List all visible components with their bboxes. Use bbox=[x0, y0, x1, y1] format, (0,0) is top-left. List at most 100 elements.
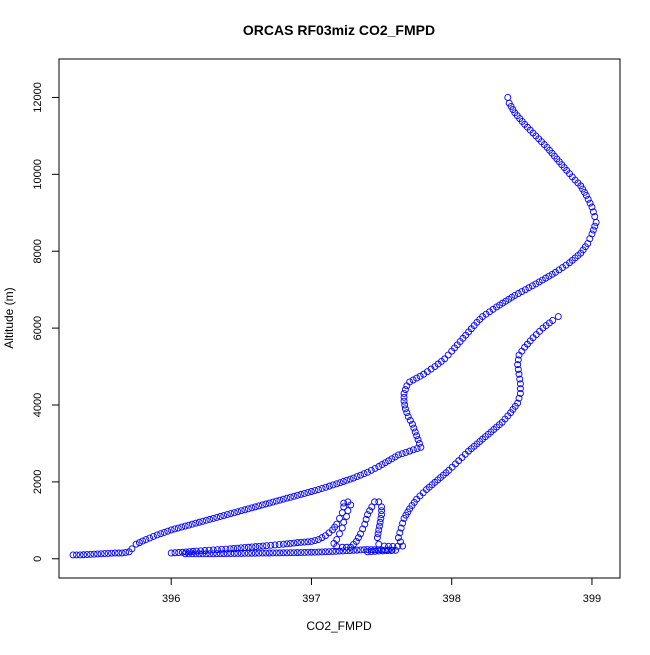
data-point bbox=[413, 374, 421, 382]
data-point bbox=[206, 515, 214, 523]
data-point bbox=[516, 375, 524, 383]
data-point bbox=[371, 464, 379, 472]
data-point bbox=[562, 261, 570, 269]
data-point bbox=[286, 493, 294, 501]
data-point bbox=[218, 545, 226, 553]
data-point bbox=[486, 308, 494, 316]
data-point bbox=[171, 549, 179, 557]
data-point bbox=[255, 542, 263, 550]
data-point bbox=[164, 527, 172, 535]
data-point bbox=[364, 546, 371, 554]
data-point bbox=[308, 548, 315, 556]
data-point bbox=[195, 550, 203, 558]
data-point bbox=[404, 413, 412, 420]
data-point bbox=[195, 518, 203, 526]
data-point bbox=[115, 549, 123, 557]
data-point bbox=[402, 448, 410, 456]
data-point bbox=[376, 518, 384, 526]
data-point bbox=[482, 310, 490, 318]
data-point bbox=[248, 504, 256, 512]
data-point bbox=[255, 549, 263, 557]
data-point bbox=[357, 471, 364, 479]
data-point bbox=[336, 479, 344, 487]
data-point bbox=[199, 550, 207, 558]
data-point bbox=[336, 514, 343, 522]
data-point bbox=[401, 405, 409, 413]
data-point bbox=[375, 463, 383, 470]
data-point bbox=[353, 546, 361, 554]
data-point bbox=[271, 541, 279, 549]
data-point bbox=[276, 496, 284, 504]
y-axis: 0 2000 4000 6000 8000 10000 12000 bbox=[32, 82, 60, 562]
data-point bbox=[216, 513, 224, 520]
data-point bbox=[329, 481, 337, 489]
data-point bbox=[493, 303, 501, 311]
y-tick-label: 2000 bbox=[32, 470, 44, 494]
data-point bbox=[157, 530, 165, 538]
data-point bbox=[339, 547, 347, 555]
data-point bbox=[444, 351, 452, 359]
data-point bbox=[104, 549, 112, 557]
data-point bbox=[269, 549, 277, 557]
data-point bbox=[276, 549, 284, 557]
data-point bbox=[588, 203, 596, 211]
data-point bbox=[304, 489, 312, 496]
data-point bbox=[171, 525, 179, 533]
data-point bbox=[311, 548, 319, 556]
data-point bbox=[290, 539, 298, 547]
data-point bbox=[378, 511, 386, 519]
data-point bbox=[584, 195, 592, 203]
data-point bbox=[311, 537, 319, 544]
data-point bbox=[222, 545, 230, 553]
data-point bbox=[589, 226, 597, 234]
data-point bbox=[406, 416, 414, 424]
data-point bbox=[290, 549, 298, 557]
data-point bbox=[267, 541, 275, 549]
data-point bbox=[401, 386, 409, 394]
data-point bbox=[227, 550, 235, 557]
data-point bbox=[244, 505, 252, 513]
data-point bbox=[300, 489, 308, 497]
data-point bbox=[417, 443, 425, 451]
data-point bbox=[293, 491, 301, 499]
data-point bbox=[521, 286, 529, 294]
data-point bbox=[146, 534, 154, 542]
data-point bbox=[514, 399, 522, 407]
data-point bbox=[400, 397, 408, 405]
data-point bbox=[400, 393, 408, 401]
data-point bbox=[392, 546, 400, 554]
data-point bbox=[275, 541, 283, 549]
data-point bbox=[241, 506, 249, 514]
data-point bbox=[400, 390, 408, 397]
data-point bbox=[185, 550, 193, 558]
data-point bbox=[514, 365, 522, 373]
data-point bbox=[293, 539, 301, 547]
data-point bbox=[364, 511, 371, 519]
data-point bbox=[181, 522, 189, 530]
data-point bbox=[408, 420, 416, 428]
data-point bbox=[234, 508, 242, 516]
data-point bbox=[135, 539, 143, 547]
data-point bbox=[283, 549, 291, 557]
data-point bbox=[87, 550, 95, 558]
data-point bbox=[192, 519, 200, 527]
data-point bbox=[525, 284, 533, 292]
data-point bbox=[258, 549, 266, 557]
data-point bbox=[263, 542, 271, 550]
data-point bbox=[76, 551, 84, 559]
data-point bbox=[139, 537, 147, 545]
data-point bbox=[399, 542, 407, 550]
data-point bbox=[259, 542, 267, 550]
data-point bbox=[213, 514, 221, 521]
data-point bbox=[297, 490, 305, 498]
data-point bbox=[206, 550, 214, 558]
data-point bbox=[528, 282, 536, 290]
data-point bbox=[387, 547, 395, 554]
data-point bbox=[343, 476, 351, 484]
data-point bbox=[516, 390, 524, 397]
data-point bbox=[283, 494, 291, 502]
data-point bbox=[94, 550, 102, 558]
data-point bbox=[397, 538, 404, 546]
data-point bbox=[515, 394, 523, 402]
